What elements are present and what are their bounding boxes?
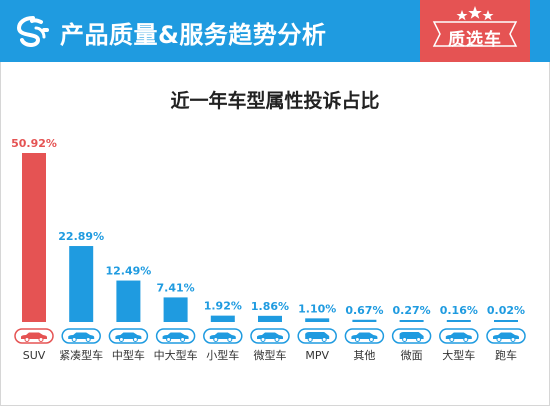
bar-3 xyxy=(163,297,188,322)
bar-0 xyxy=(22,153,46,322)
wheel-front-6 xyxy=(307,337,313,342)
category-label-4: 小型车 xyxy=(206,348,239,362)
bar-1 xyxy=(69,246,94,322)
category-label-9: 大型车 xyxy=(442,348,475,362)
header-bar: 产品质量&服务趋势分析 质选车 xyxy=(0,0,550,62)
wheel-front-5 xyxy=(260,337,266,342)
wheel-rear-5 xyxy=(274,337,280,342)
header-title: 产品质量&服务趋势分析 xyxy=(60,21,327,49)
value-label-5: 1.86% xyxy=(251,300,289,313)
wheel-rear-10 xyxy=(510,337,516,342)
badge: 质选车 xyxy=(420,0,530,62)
category-label-1: 紧凑型车 xyxy=(59,348,103,362)
brand-s-logo-icon xyxy=(16,16,49,48)
wheel-front-1 xyxy=(71,337,77,342)
wheel-rear-3 xyxy=(180,337,186,342)
wheel-rear-1 xyxy=(85,337,91,342)
wheel-rear-4 xyxy=(227,337,233,342)
category-label-8: 微面 xyxy=(401,348,423,362)
wheel-rear-0 xyxy=(38,337,44,342)
three-stars-icon xyxy=(432,6,518,47)
badge-text: 质选车 xyxy=(448,30,502,50)
wheel-rear-8 xyxy=(416,337,422,342)
category-label-7: 其他 xyxy=(353,349,375,362)
value-label-3: 7.41% xyxy=(157,281,195,294)
wheel-front-3 xyxy=(166,337,172,342)
bar-5 xyxy=(258,315,282,322)
value-label-10: 0.02% xyxy=(487,304,525,317)
wheel-front-9 xyxy=(449,337,455,342)
bar-6 xyxy=(305,318,330,322)
wheel-rear-6 xyxy=(321,337,327,342)
wheel-front-7 xyxy=(354,337,360,342)
value-label-1: 22.89% xyxy=(58,230,104,243)
wheel-rear-7 xyxy=(368,337,374,342)
value-label-4: 1.92% xyxy=(204,300,242,313)
category-label-5: 微型车 xyxy=(254,348,287,362)
category-label-0: SUV xyxy=(23,349,46,362)
wheel-front-0 xyxy=(24,337,30,342)
bar-8 xyxy=(399,320,424,322)
bar-9 xyxy=(446,320,471,322)
category-label-6: MPV xyxy=(305,349,329,362)
wheel-front-4 xyxy=(213,337,219,342)
chart-title: 近一年车型属性投诉占比 xyxy=(170,90,380,112)
category-label-2: 中型车 xyxy=(112,348,145,362)
category-label-10: 跑车 xyxy=(495,348,517,362)
bar-2 xyxy=(116,280,141,322)
value-label-7: 0.67% xyxy=(345,304,383,317)
value-label-2: 12.49% xyxy=(105,265,151,278)
value-label-6: 1.10% xyxy=(298,302,336,315)
bar-7 xyxy=(352,319,377,322)
value-label-9: 0.16% xyxy=(440,304,478,317)
category-label-3: 中大型车 xyxy=(154,348,198,362)
wheel-front-2 xyxy=(118,337,124,342)
wheel-front-8 xyxy=(402,337,408,342)
value-label-0: 50.92% xyxy=(11,137,57,150)
value-label-8: 0.27% xyxy=(393,304,431,317)
wheel-front-10 xyxy=(496,337,502,342)
wheel-rear-2 xyxy=(132,337,138,342)
wheel-rear-9 xyxy=(463,337,469,342)
bar-4 xyxy=(210,315,235,322)
bar-10 xyxy=(494,320,518,322)
